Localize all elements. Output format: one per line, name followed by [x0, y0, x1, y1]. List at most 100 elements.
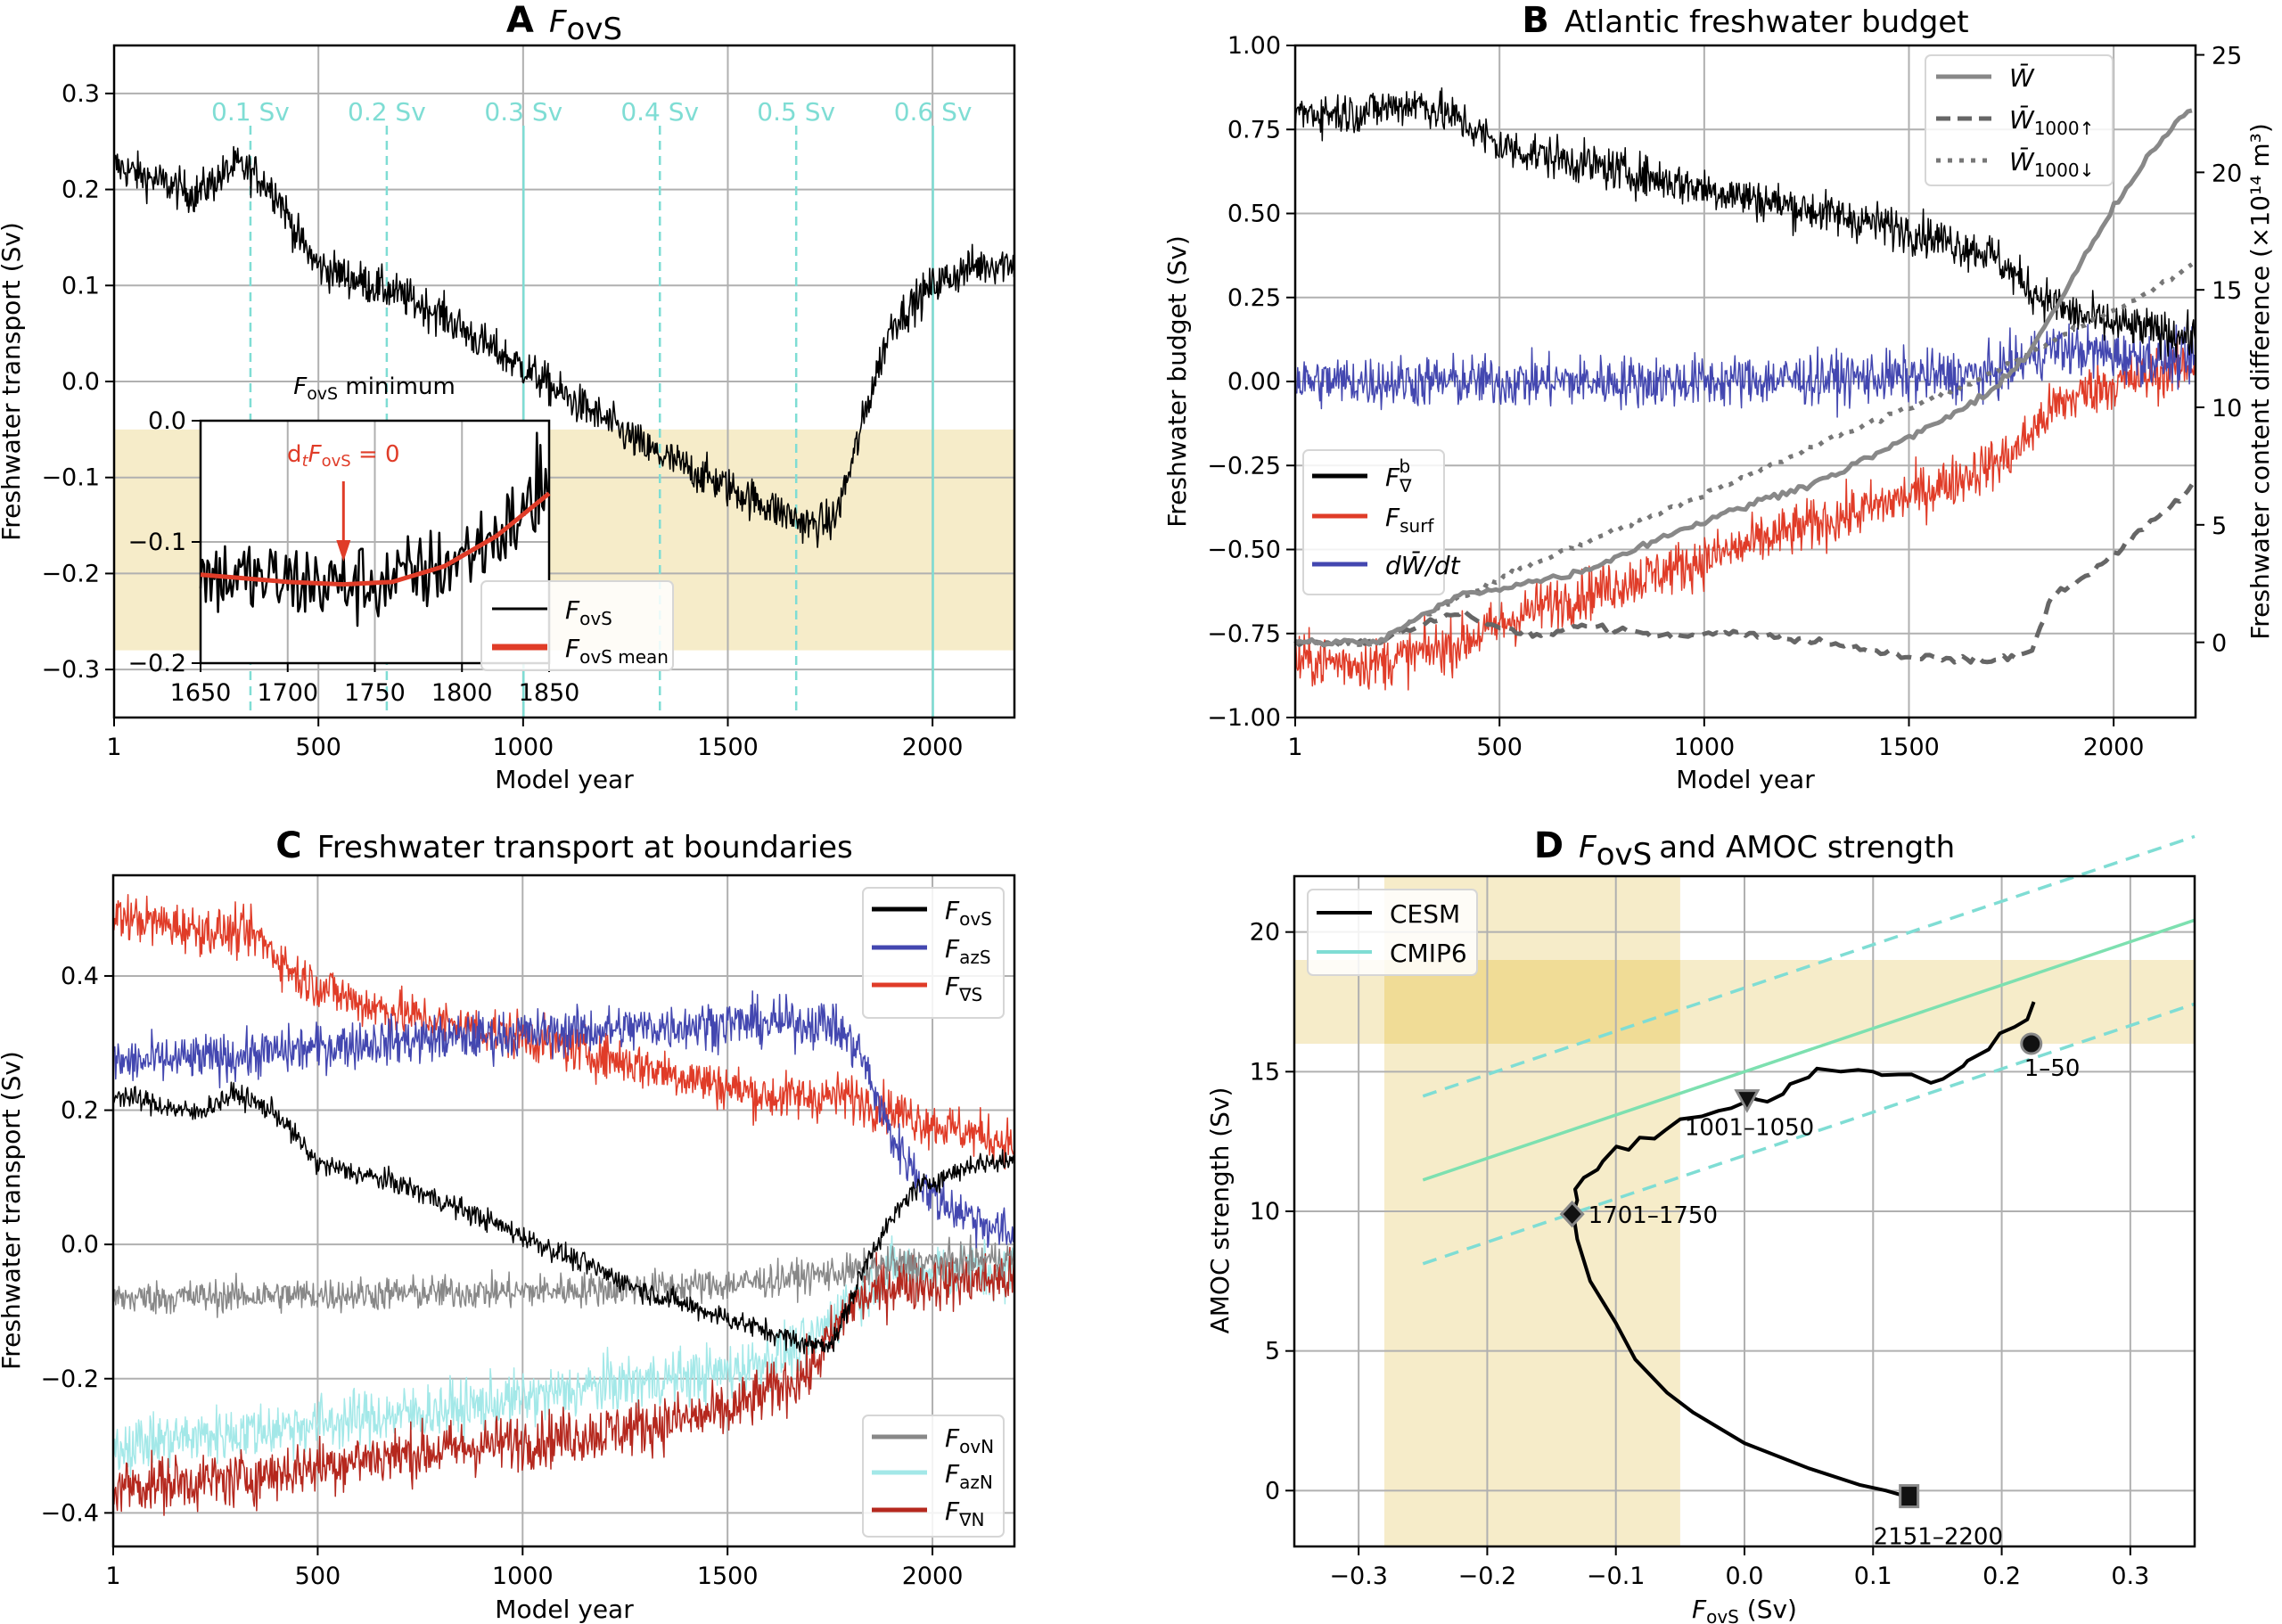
- y-tick-label-right: 15: [2212, 277, 2242, 305]
- x-tick-label: −0.1: [1587, 1562, 1646, 1590]
- sv-line-label: 0.5 Sv: [757, 97, 835, 127]
- y-tick-label: 20: [1250, 919, 1280, 947]
- marker-label: 1–50: [2024, 1055, 2081, 1082]
- panel-d-title: D FovS and AMOC strength: [1534, 825, 1955, 873]
- panel-b-letter: B: [1522, 0, 1549, 41]
- series-fsurf: [1294, 333, 2196, 691]
- y-tick-label: 0.25: [1227, 284, 1281, 312]
- y-tick-label: −0.75: [1207, 620, 1281, 648]
- sv-line-label: 0.1 Sv: [211, 97, 290, 127]
- y-tick-label: −0.2: [41, 560, 100, 587]
- x-tick-label: 2000: [2083, 734, 2145, 761]
- panel-c-title: C Freshwater transport at boundaries: [275, 825, 852, 866]
- series-fovs: [112, 1081, 1015, 1355]
- panel-c-xlabel: Model year: [495, 1595, 634, 1624]
- panel-d-title-rest: and AMOC strength: [1659, 830, 1955, 865]
- x-tick-label: 1: [105, 1562, 120, 1590]
- axes-frame: [199, 419, 551, 665]
- legend-label: F∇b: [1385, 455, 1412, 496]
- legend-label-main: F: [945, 896, 960, 925]
- panel-b-xlabel: Model year: [1676, 765, 1815, 794]
- panel-d-letter: D: [1534, 825, 1564, 866]
- marker-label: 1001–1050: [1685, 1115, 1814, 1142]
- panel-a-sv-lines: 0.1 Sv 0.2 Sv 0.3 Sv 0.4 Sv 0.5 Sv 0.6 Sv: [211, 97, 972, 718]
- series-w1000-up: [1293, 483, 2194, 665]
- legend-label-main: F: [1385, 503, 1400, 532]
- cmip6-fit-line: [1422, 918, 2196, 1182]
- x-tick-label: 1000: [1673, 734, 1735, 761]
- panel-a-inset: 1650 1700 1750 1800 1850 −0.2 −0.1 0.0 FovS mini…: [127, 373, 674, 707]
- legend-label-sub: azN: [959, 1472, 993, 1493]
- x-tick-label: 1500: [1878, 734, 1940, 761]
- y-tick-label-right: 0: [2212, 630, 2227, 658]
- axes-frame: [112, 44, 1016, 719]
- axes-frame: [1293, 874, 2196, 1548]
- series-w: [1294, 108, 2193, 647]
- panel-a-letter: A: [506, 0, 534, 41]
- legend-label-sub: surf: [1400, 515, 1434, 537]
- legend-label-main: dW̄/dt: [1385, 550, 1461, 580]
- legend-label-main: CMIP6: [1390, 939, 1467, 968]
- panel-a-title-sub: ovS: [567, 12, 623, 47]
- legend-label: F∇S: [945, 972, 982, 1005]
- panel-d-xlabel-sub: ovS: [1706, 1606, 1739, 1624]
- legend-label-main: F: [945, 1459, 960, 1489]
- x-tick-label: 0.1: [1854, 1562, 1892, 1590]
- legend-label: FovS mean: [565, 634, 669, 668]
- x-tick-label: 1850: [519, 679, 580, 707]
- x-tick-label: 1: [106, 734, 121, 761]
- inset-series-mean: [200, 491, 551, 587]
- x-tick-label: 1: [1287, 734, 1302, 761]
- legend-label-main: F: [945, 1497, 960, 1526]
- y-tick-label: 0.1: [62, 272, 100, 299]
- legend-label: W̄1000↓: [2009, 146, 2094, 181]
- legend-box: [1302, 449, 1445, 595]
- y-tick-label: −0.1: [127, 529, 186, 556]
- panel-b-title-text: Atlantic freshwater budget: [1564, 4, 1969, 40]
- y-tick-label-right: 5: [2212, 513, 2227, 540]
- sv-line-label: 0.6 Sv: [894, 97, 973, 127]
- series-fovs: [113, 145, 1015, 548]
- legend-label: dW̄/dt: [1385, 550, 1461, 580]
- x-tick-label: −0.3: [1329, 1562, 1388, 1590]
- marker-triangle: [1734, 1089, 1761, 1113]
- panel-a: 0.1 Sv 0.2 Sv 0.3 Sv 0.4 Sv 0.5 Sv 0.6 Sv 1 50…: [0, 0, 1016, 794]
- legend-label-main: F: [945, 1423, 960, 1453]
- y-tick-label: 5: [1265, 1338, 1280, 1366]
- y-tick-label: 1.00: [1227, 32, 1281, 60]
- inset-title: FovS minimum: [293, 373, 456, 404]
- legend-label: FovN: [945, 1423, 994, 1457]
- y-tick-label: −0.2: [127, 650, 186, 677]
- x-tick-label: 500: [295, 1562, 341, 1590]
- x-tick-label: 500: [295, 734, 341, 761]
- legend-label-sub: ∇: [1399, 475, 1412, 496]
- legend-label-sub: ovS mean: [579, 646, 669, 668]
- legend-label-sup: b: [1400, 455, 1411, 477]
- panel-d-xlabel-f: F: [1692, 1595, 1707, 1624]
- panel-a-title: A FovS: [506, 0, 622, 47]
- legend-label-main: W̄: [2009, 146, 2035, 176]
- panel-c-axes: 1 500 1000 1500 2000−0.4−0.20.00.20.4: [40, 874, 1016, 1590]
- x-tick-label: 2000: [902, 734, 964, 761]
- legend-label-sub: ovS: [579, 608, 612, 629]
- legend-label: CESM: [1390, 899, 1460, 929]
- panel-c-ylabel: Freshwater transport (Sv): [0, 1051, 26, 1370]
- y-tick-label-right: 10: [2212, 395, 2242, 422]
- panel-d-title-f: F: [1579, 830, 1597, 865]
- x-tick-label: 1500: [697, 734, 759, 761]
- y-tick-label-right: 25: [2212, 43, 2242, 70]
- marker-circle: [2020, 1032, 2043, 1055]
- cesm-curve: [1572, 1001, 2036, 1498]
- y-tick-label: 0.4: [61, 963, 99, 990]
- legend-label-main: F: [945, 972, 960, 1001]
- x-tick-label: 1000: [492, 734, 554, 761]
- y-tick-label: 0.50: [1227, 201, 1281, 228]
- y-tick-label: 0: [1265, 1477, 1280, 1505]
- y-tick-label: −0.4: [40, 1499, 99, 1527]
